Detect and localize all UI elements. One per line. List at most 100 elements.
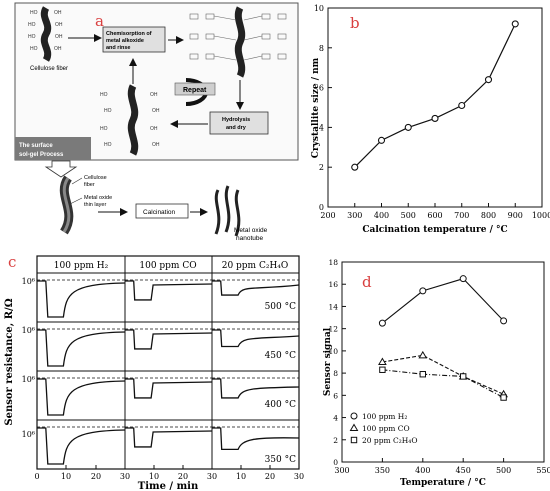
b-xtick-label: 800 — [481, 211, 496, 220]
svg-text:HO: HO — [100, 92, 108, 98]
d-legend-marker — [349, 423, 359, 431]
d-legend-marker — [350, 436, 358, 444]
d-legend-label: 100 ppm H₂ — [362, 412, 407, 421]
svg-text:HO: HO — [28, 34, 36, 40]
svg-text:HO: HO — [30, 46, 38, 52]
b-xtick-label: 900 — [508, 211, 523, 220]
d-legend-label: 100 ppm CO — [362, 424, 410, 433]
d-data-point — [500, 394, 507, 401]
b-xtick-label: 700 — [454, 211, 469, 220]
repeat-label: Repeat — [183, 87, 207, 94]
chemisorption-label-1: Chemisorption of — [106, 31, 152, 37]
c-response-curve — [37, 329, 126, 367]
nanotube-label-2: nanotube — [236, 235, 263, 242]
c-xtick-label: 30 — [120, 472, 130, 481]
temp-label-400: 400 °C — [265, 400, 297, 410]
c-xtick-label: 20 — [91, 472, 101, 481]
c-response-curve — [125, 329, 213, 350]
c-xtick-label: 0 — [34, 472, 39, 481]
temp-label-350: 350 °C — [265, 455, 297, 465]
temp-label-500: 500 °C — [265, 302, 297, 312]
panel-c-chart: c 100 ppm H₂ 100 ppm CO 20 ppm C₂H₄O 500… — [4, 253, 304, 491]
process-label-2: sol-gel Process — [19, 152, 64, 158]
c-response-curve — [212, 329, 300, 348]
d-xtick-label: 350 — [375, 466, 390, 475]
hydrolysis-label-1: Hydrolysis — [222, 117, 250, 123]
panel-c-frame — [36, 255, 300, 470]
y-tick-row1: 10⁶ — [22, 277, 35, 286]
svg-text:HO: HO — [104, 142, 112, 148]
d-ytick-label: 0 — [333, 458, 338, 467]
cellulose-fiber-icon: HO OH HO OH HO OH HO OH — [28, 6, 63, 62]
process-label-1: The surface — [19, 143, 53, 149]
panel-d-series — [378, 275, 508, 401]
gas-header-co: 100 ppm CO — [139, 261, 196, 271]
svg-text:OH: OH — [150, 126, 158, 132]
d-data-point — [459, 275, 467, 283]
d-series-line-2 — [382, 369, 504, 399]
d-data-point — [378, 357, 387, 365]
panel-b-ylabel: Crystallite size / nm — [311, 57, 321, 158]
chemisorption-label-3: and rinse — [106, 45, 130, 51]
temp-label-450: 450 °C — [265, 351, 297, 361]
b-data-point — [458, 101, 466, 110]
panel-b-chart: b 200 300 400 500 600 700 800 900 1000 0 2 4 6 8 10 Ca… — [311, 4, 550, 235]
panel-d-chart: d 300 350 400 450 500 550 0 2 4 6 8 10 12 14 16 18 100 … — [323, 258, 550, 488]
b-ytick-label: 0 — [319, 203, 324, 212]
panel-a-letter: a — [95, 12, 104, 30]
panel-b-ticks: 200 300 400 500 600 700 800 900 1000 0 2 4 6 8 10 — [314, 4, 550, 220]
d-data-point — [418, 350, 428, 359]
d-ytick-label: 16 — [328, 280, 338, 289]
d-data-point — [419, 287, 427, 295]
calcination-box — [135, 203, 189, 219]
d-legend-marker — [350, 412, 358, 420]
b-ytick-label: 8 — [319, 44, 324, 53]
panel-b-series-line — [354, 23, 516, 168]
d-ytick-label: 8 — [333, 369, 338, 378]
fiber-label-1: Cellulose — [84, 175, 107, 181]
svg-text:HO: HO — [30, 10, 38, 16]
svg-text:OH: OH — [55, 22, 63, 28]
svg-text:OH: OH — [54, 46, 62, 52]
svg-text:OH: OH — [54, 10, 62, 16]
d-xtick-label: 500 — [496, 466, 511, 475]
d-xtick-label: 300 — [334, 466, 349, 475]
chemisorption-box — [102, 26, 166, 53]
b-xtick-label: 600 — [427, 211, 442, 220]
c-response-curve — [125, 378, 213, 399]
d-ytick-label: 10 — [328, 347, 338, 356]
c-xtick-label: 20 — [178, 472, 188, 481]
calcination-label: Calcination — [143, 209, 176, 216]
svg-text:HO: HO — [100, 126, 108, 132]
d-xtick-label: 550 — [536, 466, 550, 475]
y-tick-row3: 10⁶ — [22, 375, 35, 384]
svg-text:OH: OH — [150, 92, 158, 98]
panel-d-ylabel: Sensor signal — [323, 327, 333, 396]
d-legend-label: 20 ppm C₂H₄O — [362, 436, 417, 445]
b-data-point — [404, 123, 412, 131]
process-label-box — [15, 137, 91, 160]
svg-text:OH: OH — [152, 108, 160, 114]
b-data-point — [377, 136, 386, 144]
svg-text:HO: HO — [104, 108, 112, 114]
b-xtick-label: 500 — [401, 211, 416, 220]
gas-header-h2: 100 ppm H₂ — [54, 261, 109, 271]
panel-c-xticks: 0 10 20 30 10 20 30 10 20 30 — [34, 465, 304, 481]
c-xtick-label: 10 — [236, 472, 246, 481]
down-arrow-icon — [44, 160, 78, 178]
d-ytick-label: 2 — [333, 436, 338, 445]
panel-b-letter: b — [350, 14, 360, 32]
svg-text:HO: HO — [28, 22, 36, 28]
c-xtick-label: 10 — [61, 472, 71, 481]
c-response-curve — [37, 378, 126, 416]
b-xtick-label: 1000 — [532, 211, 550, 220]
d-ytick-label: 4 — [333, 414, 338, 423]
panel-b-points — [351, 20, 519, 171]
panel-d-ticks: 300 350 400 450 500 550 0 2 4 6 8 10 12 14 16 18 — [328, 258, 550, 475]
d-ytick-label: 14 — [328, 302, 338, 311]
hydrolyzed-fiber-icon: HO OH HO OH HO OH HO OH — [100, 84, 160, 156]
d-series-line-1 — [382, 354, 504, 395]
b-ytick-label: 2 — [319, 163, 324, 172]
b-data-point — [351, 163, 359, 171]
d-ytick-label: 6 — [333, 391, 338, 400]
